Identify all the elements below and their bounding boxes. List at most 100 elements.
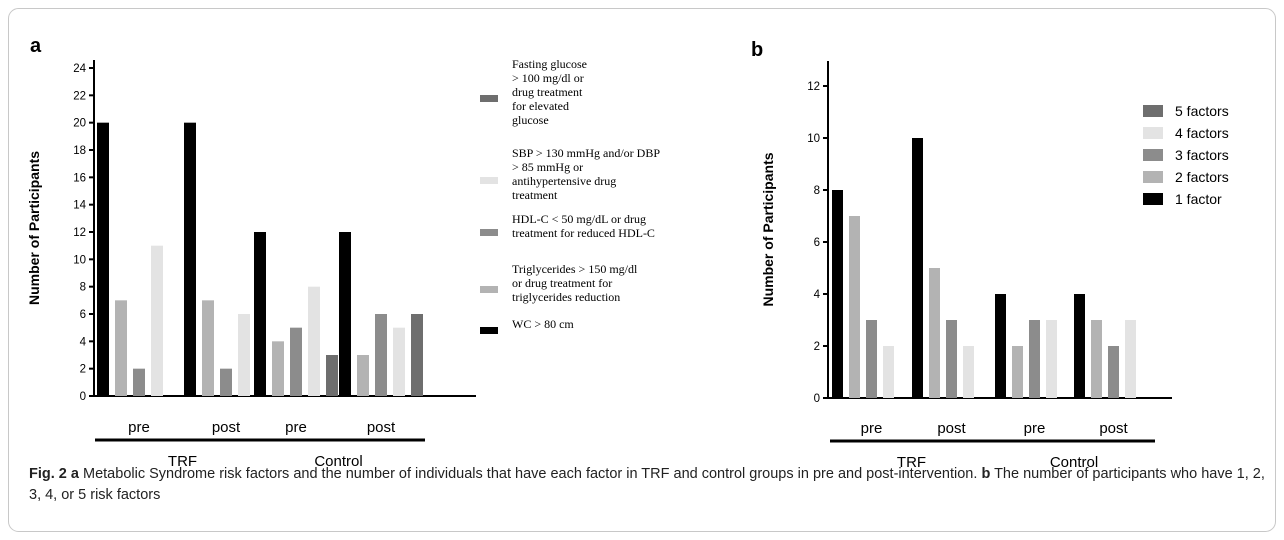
a-y-tick-label: 8 bbox=[80, 282, 86, 294]
b-y-tick-label: 10 bbox=[807, 133, 820, 145]
caption-text-a: Metabolic Syndrome risk factors and the … bbox=[83, 466, 978, 482]
a-bar-tg bbox=[272, 341, 284, 396]
caption-label-b: b bbox=[981, 466, 991, 482]
b-y-axis-label: Number of Participants bbox=[760, 152, 776, 306]
a-legend-text-sbp: treatment bbox=[512, 188, 558, 202]
b-bar-f1 bbox=[1074, 294, 1085, 398]
a-bar-hdl bbox=[133, 368, 145, 396]
a-y-tick-label: 2 bbox=[80, 364, 86, 376]
a-y-tick-label: 6 bbox=[80, 309, 86, 321]
a-bar-hdl bbox=[220, 368, 232, 396]
b-legend-text-f1: 1 factor bbox=[1175, 191, 1222, 207]
a-legend-text-glu: glucose bbox=[512, 113, 549, 127]
a-legend-text-sbp: > 85 mmHg or bbox=[512, 160, 583, 174]
a-bar-wc bbox=[97, 122, 109, 397]
a-y-axis-label: Number of Participants bbox=[26, 151, 42, 305]
b-legend-text-f2: 2 factors bbox=[1175, 169, 1229, 185]
a-bar-glu bbox=[326, 355, 338, 396]
frame-border bbox=[8, 8, 1276, 532]
b-bar-f1 bbox=[912, 138, 923, 398]
b-bar-f3 bbox=[1108, 346, 1119, 398]
b-bar-f4 bbox=[1125, 320, 1136, 398]
a-y-tick-label: 20 bbox=[73, 118, 86, 130]
a-legend-text-wc: WC > 80 cm bbox=[512, 317, 574, 331]
a-legend-text-tg: Triglycerides > 150 mg/dl bbox=[512, 262, 638, 276]
b-legend-swatch-f5 bbox=[1143, 105, 1163, 117]
b-category-label: pre bbox=[1024, 420, 1046, 437]
caption-fig-label: Fig. 2 bbox=[29, 466, 67, 482]
a-group-label: TRF bbox=[168, 453, 197, 470]
b-category-label: post bbox=[937, 420, 966, 437]
b-legend-swatch-f4 bbox=[1143, 127, 1163, 139]
b-bar-f4 bbox=[963, 346, 974, 398]
a-y-tick-label: 18 bbox=[73, 145, 86, 157]
a-category-label: pre bbox=[285, 419, 307, 436]
a-legend-swatch-wc bbox=[480, 327, 498, 334]
caption-label-a: a bbox=[70, 466, 79, 482]
a-bar-sbp bbox=[151, 245, 163, 396]
b-bar-f2 bbox=[929, 268, 940, 398]
a-bar-sbp bbox=[308, 286, 320, 396]
a-legend-text-sbp: antihypertensive drug bbox=[512, 174, 616, 188]
a-bar-sbp bbox=[393, 327, 405, 396]
b-bar-f3 bbox=[1029, 320, 1040, 398]
b-y-tick-label: 4 bbox=[814, 289, 821, 301]
b-legend-text-f3: 3 factors bbox=[1175, 147, 1229, 163]
b-legend-swatch-f3 bbox=[1143, 149, 1163, 161]
a-bar-wc bbox=[339, 232, 351, 396]
b-group-label: Control bbox=[1050, 454, 1098, 471]
a-category-label: post bbox=[367, 419, 396, 436]
b-group-label: TRF bbox=[897, 454, 926, 471]
a-bar-sbp bbox=[238, 314, 250, 396]
b-bar-f4 bbox=[1046, 320, 1057, 398]
a-bar-glu bbox=[411, 314, 423, 396]
a-bar-hdl bbox=[375, 314, 387, 396]
b-legend-text-f4: 4 factors bbox=[1175, 125, 1229, 141]
b-bar-f3 bbox=[866, 320, 877, 398]
b-legend-swatch-f1 bbox=[1143, 193, 1163, 205]
b-y-tick-label: 8 bbox=[814, 185, 820, 197]
a-y-tick-label: 10 bbox=[73, 254, 86, 266]
caption-text-b: The number of participants who have 1, 2… bbox=[29, 466, 1265, 503]
a-bar-wc bbox=[184, 122, 196, 397]
a-legend-text-glu: drug treatment bbox=[512, 85, 583, 99]
a-legend-text-glu: Fasting glucose bbox=[512, 57, 587, 71]
a-bar-tg bbox=[115, 300, 127, 396]
a-legend-text-glu: for elevated bbox=[512, 99, 569, 113]
a-bar-wc bbox=[254, 232, 266, 396]
b-category-label: post bbox=[1099, 420, 1128, 437]
panel-b: b 0 2 4 6 8 10 12 Number of Participants pre post p… bbox=[751, 39, 1229, 471]
b-bar-f1 bbox=[832, 190, 843, 398]
b-bar-f2 bbox=[1012, 346, 1023, 398]
a-legend-text-glu: > 100 mg/dl or bbox=[512, 71, 584, 85]
a-group-label: Control bbox=[314, 453, 362, 470]
a-y-tick-label: 22 bbox=[73, 90, 86, 102]
a-legend-text-sbp: SBP > 130 mmHg and/or DBP bbox=[512, 146, 660, 160]
a-y-tick-label: 16 bbox=[73, 172, 86, 184]
b-y-tick-label: 0 bbox=[814, 393, 820, 405]
a-legend-text-hdl: HDL-C < 50 mg/dL or drug bbox=[512, 212, 646, 226]
a-y-tick-label: 24 bbox=[73, 63, 86, 75]
a-y-tick-label: 4 bbox=[80, 336, 87, 348]
b-category-label: pre bbox=[861, 420, 883, 437]
b-legend-swatch-f2 bbox=[1143, 171, 1163, 183]
b-bar-f3 bbox=[946, 320, 957, 398]
a-legend-text-tg: or drug treatment for bbox=[512, 276, 612, 290]
b-bar-f2 bbox=[1091, 320, 1102, 398]
a-category-label: post bbox=[212, 419, 241, 436]
b-y-tick-label: 2 bbox=[814, 341, 820, 353]
figure-caption: Fig. 2 a Metabolic Syndrome risk factors… bbox=[29, 464, 1269, 506]
figure-frame: a 0 2 4 6 8 10 12 14 16 18 20 22 24 Number of Particip… bbox=[8, 8, 1276, 532]
a-legend-text-tg: triglycerides reduction bbox=[512, 290, 620, 304]
a-legend-swatch-hdl bbox=[480, 229, 498, 236]
a-legend-swatch-tg bbox=[480, 286, 498, 293]
a-legend-swatch-sbp bbox=[480, 177, 498, 184]
b-bar-f2 bbox=[849, 216, 860, 398]
a-y-tick-label: 12 bbox=[73, 227, 86, 239]
a-legend-text-hdl: treatment for reduced HDL-C bbox=[512, 226, 655, 240]
a-category-label: pre bbox=[128, 419, 150, 436]
a-legend-swatch-glu bbox=[480, 95, 498, 102]
a-bar-tg bbox=[357, 355, 369, 396]
a-y-tick-label: 0 bbox=[80, 391, 86, 403]
